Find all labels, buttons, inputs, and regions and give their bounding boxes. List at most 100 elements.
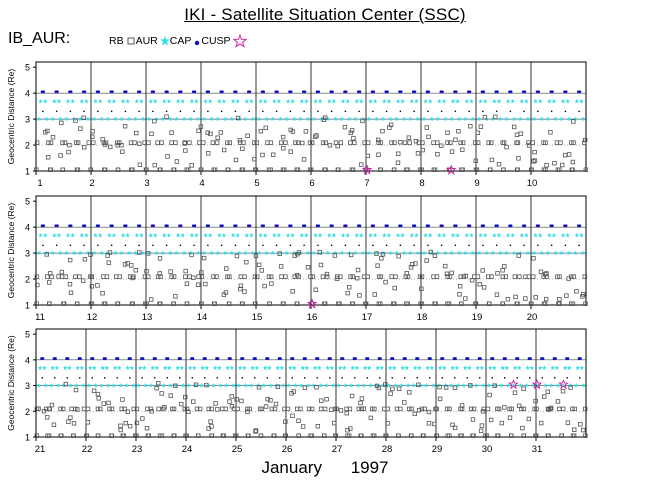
rb-point	[317, 110, 319, 113]
aur-point	[125, 261, 130, 266]
cap-point	[248, 383, 254, 388]
cap-point	[329, 365, 335, 371]
aur-point	[183, 268, 188, 274]
cap-point	[579, 365, 585, 371]
aur-point	[162, 405, 167, 410]
cusp-point	[466, 357, 470, 360]
cap-point	[524, 232, 529, 238]
cusp-point	[579, 357, 582, 360]
cap-point	[450, 365, 455, 371]
cap-point	[487, 365, 493, 371]
aur-point	[568, 385, 573, 390]
cap-point	[92, 365, 97, 371]
aur-point	[432, 253, 438, 259]
cap-point	[486, 383, 492, 388]
aur-point	[44, 415, 50, 420]
cap-point	[58, 116, 63, 122]
cap-point	[52, 98, 57, 104]
cap-point	[386, 383, 392, 388]
aur-point	[338, 408, 344, 413]
aur-point	[565, 420, 571, 425]
aur-point	[280, 167, 286, 172]
aur-point	[49, 402, 55, 408]
aur-point	[531, 256, 536, 261]
cap-point	[339, 116, 344, 122]
cap-point	[64, 250, 69, 256]
x-axis-title: January 1997	[0, 458, 650, 478]
aur-point	[238, 274, 244, 279]
cusp-point	[91, 357, 95, 360]
aur-point	[358, 400, 363, 406]
year-label: 1997	[350, 458, 389, 477]
cusp-point	[42, 90, 46, 94]
cap-point	[242, 365, 247, 371]
rb-point	[427, 244, 429, 247]
aur-point	[41, 408, 47, 414]
cap-point	[317, 232, 323, 238]
cap-point	[275, 365, 280, 371]
aur-point	[193, 382, 199, 387]
aur-point	[405, 274, 411, 279]
aur-point	[484, 433, 490, 438]
aur-point	[179, 401, 184, 407]
cap-point	[368, 383, 374, 388]
aur-point	[115, 167, 121, 172]
cap-point	[543, 383, 549, 388]
aur-point	[475, 130, 481, 135]
cusp-point	[330, 90, 334, 94]
cap-point	[215, 116, 221, 122]
aur-point	[302, 385, 308, 390]
aur-point	[557, 297, 562, 302]
aur-point	[121, 433, 126, 438]
cap-point	[511, 116, 517, 122]
aur-point	[534, 433, 539, 438]
cap-point	[194, 98, 199, 104]
aur-point	[212, 167, 218, 172]
cap-point	[530, 383, 536, 388]
cap-point	[230, 383, 236, 388]
cusp-point	[191, 357, 195, 360]
cap-point	[175, 232, 181, 238]
cap-point	[125, 365, 130, 371]
aur-point	[100, 290, 105, 296]
aur-point	[545, 389, 551, 395]
cap-point	[195, 116, 201, 122]
cap-point	[262, 98, 268, 104]
cap-point	[525, 116, 531, 122]
cusp-point	[344, 90, 348, 94]
aur-point	[134, 433, 139, 438]
cusp-point	[97, 224, 101, 228]
rb-point	[248, 110, 250, 113]
cusp-point	[330, 224, 334, 228]
rb-point	[69, 244, 72, 247]
cap-point	[42, 365, 47, 371]
cusp-point	[97, 90, 101, 94]
y-tick-label: 1	[25, 167, 30, 177]
cap-point	[565, 98, 570, 104]
aur-point	[168, 393, 173, 398]
rb-point	[42, 244, 44, 247]
aur-point	[184, 281, 190, 286]
rb-point	[193, 244, 195, 247]
legend-item-open-star	[232, 34, 247, 48]
cap-point	[111, 98, 117, 104]
aur-point	[34, 140, 40, 145]
cusp-point	[516, 357, 520, 360]
cap-point	[350, 365, 355, 371]
cap-point	[93, 232, 98, 238]
aur-point	[492, 383, 497, 388]
cap-point	[579, 98, 584, 104]
aur-point	[582, 274, 588, 279]
cap-point	[230, 232, 236, 238]
aur-point	[290, 289, 295, 294]
cap-point	[180, 98, 185, 104]
aur-point	[81, 115, 86, 121]
aur-point	[475, 274, 481, 279]
aur-point	[290, 129, 296, 134]
aur-point	[88, 252, 93, 257]
cap-point	[93, 98, 98, 104]
cusp-point	[165, 224, 169, 228]
cap-point	[327, 232, 332, 238]
cap-point	[166, 232, 172, 238]
rb-point	[428, 377, 431, 379]
